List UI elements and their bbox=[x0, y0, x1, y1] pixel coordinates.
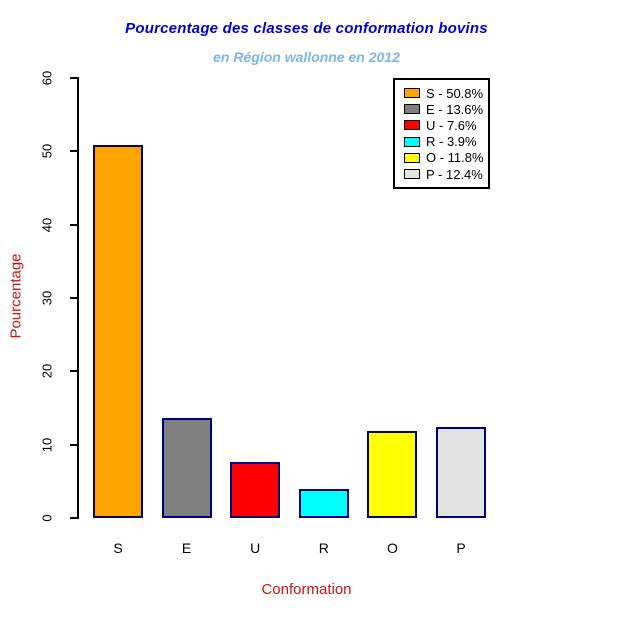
y-tick-label: 40 bbox=[39, 217, 55, 232]
legend-entry-label: P - 12.4% bbox=[426, 166, 483, 182]
legend-entry: R - 3.9% bbox=[404, 134, 488, 150]
x-category-label: O bbox=[386, 540, 398, 556]
y-axis-label: Pourcentage bbox=[7, 253, 25, 339]
y-axis-line bbox=[77, 77, 79, 519]
y-tick-label: 50 bbox=[39, 144, 55, 159]
y-tick-label: 20 bbox=[39, 364, 55, 379]
x-category-label: P bbox=[456, 540, 466, 556]
legend-entry: E - 13.6% bbox=[404, 101, 488, 117]
legend-entry: U - 7.6% bbox=[404, 117, 488, 133]
y-tick-mark bbox=[70, 517, 78, 519]
x-category-label: R bbox=[318, 540, 329, 556]
chart-subtitle: en Région wallonne en 2012 bbox=[213, 49, 400, 65]
legend-color-swatch bbox=[404, 104, 420, 115]
legend-color-swatch bbox=[404, 136, 420, 147]
legend-entry-label: S - 50.8% bbox=[426, 85, 484, 101]
legend-color-swatch bbox=[404, 88, 420, 99]
legend: S - 50.8% E - 13.6% U - 7.6% R - 3.9% O - 11… bbox=[393, 78, 490, 190]
x-axis-label: Conformation bbox=[261, 581, 352, 598]
legend-color-swatch bbox=[404, 169, 420, 180]
bar-o bbox=[367, 431, 418, 518]
y-tick-mark bbox=[70, 223, 78, 226]
legend-entry-label: E - 13.6% bbox=[426, 101, 484, 117]
legend-items: S - 50.8% E - 13.6% U - 7.6% R - 3.9% O - 11… bbox=[404, 85, 488, 182]
x-category-label: E bbox=[181, 540, 192, 556]
legend-entry-label: U - 7.6% bbox=[426, 117, 477, 133]
y-tick-mark bbox=[70, 77, 78, 79]
legend-color-swatch bbox=[404, 152, 420, 163]
y-tick-label: 0 bbox=[39, 514, 55, 522]
y-tick-label: 60 bbox=[39, 70, 55, 86]
legend-entry: P - 12.4% bbox=[404, 166, 488, 182]
legend-entry-label: O - 11.8% bbox=[426, 150, 484, 166]
legend-entry: S - 50.8% bbox=[404, 85, 488, 101]
y-tick-mark bbox=[70, 443, 78, 446]
y-tick-mark bbox=[70, 150, 78, 153]
bar-p bbox=[436, 427, 486, 518]
legend-color-swatch bbox=[404, 120, 420, 131]
bar-s bbox=[93, 145, 143, 518]
chart-title: Pourcentage des classes de conformation … bbox=[125, 20, 488, 37]
legend-entry: O - 11.8% bbox=[404, 150, 488, 166]
legend-entry-label: R - 3.9% bbox=[426, 134, 477, 150]
x-category-label: U bbox=[250, 540, 261, 556]
bar-e bbox=[161, 418, 212, 518]
y-tick-mark bbox=[70, 297, 78, 299]
bar-r bbox=[298, 489, 349, 518]
bar-u bbox=[230, 462, 281, 518]
x-category-label: S bbox=[113, 540, 123, 556]
y-tick-label: 10 bbox=[39, 437, 55, 452]
y-tick-mark bbox=[70, 370, 78, 373]
y-tick-label: 30 bbox=[39, 290, 55, 306]
